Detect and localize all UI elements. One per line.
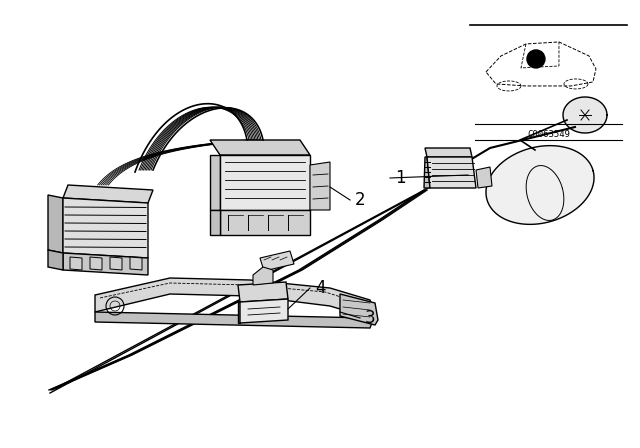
Polygon shape: [310, 162, 330, 210]
Polygon shape: [486, 146, 594, 224]
Polygon shape: [340, 294, 378, 325]
Polygon shape: [253, 267, 273, 285]
Polygon shape: [210, 155, 220, 210]
Text: C0063549: C0063549: [527, 130, 570, 139]
Polygon shape: [476, 167, 492, 188]
Polygon shape: [427, 157, 476, 188]
Polygon shape: [220, 155, 310, 210]
Polygon shape: [48, 250, 63, 270]
Polygon shape: [110, 257, 122, 270]
Polygon shape: [70, 257, 82, 270]
Polygon shape: [238, 282, 288, 302]
Polygon shape: [95, 312, 375, 328]
Polygon shape: [95, 278, 375, 318]
Polygon shape: [210, 140, 310, 155]
Polygon shape: [63, 185, 153, 203]
Polygon shape: [48, 195, 63, 253]
Polygon shape: [63, 253, 148, 275]
Polygon shape: [425, 148, 472, 157]
Polygon shape: [260, 251, 294, 271]
Polygon shape: [130, 257, 142, 270]
Polygon shape: [563, 97, 607, 133]
Polygon shape: [63, 198, 148, 258]
Polygon shape: [238, 302, 240, 323]
Polygon shape: [240, 299, 288, 323]
Text: 2: 2: [355, 191, 365, 209]
Polygon shape: [424, 157, 430, 188]
Polygon shape: [90, 257, 102, 270]
Text: 4: 4: [315, 279, 326, 297]
Text: 3: 3: [365, 309, 376, 327]
Text: 1: 1: [395, 169, 406, 187]
Polygon shape: [210, 210, 220, 235]
Polygon shape: [220, 210, 310, 235]
Circle shape: [527, 50, 545, 68]
